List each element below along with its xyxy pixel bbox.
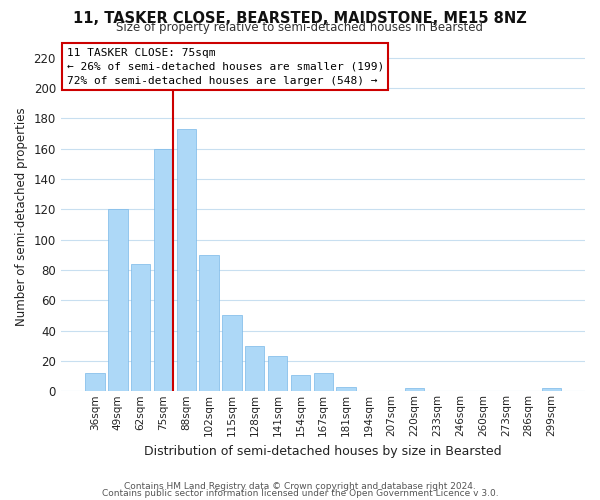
Bar xyxy=(199,255,219,392)
X-axis label: Distribution of semi-detached houses by size in Bearsted: Distribution of semi-detached houses by … xyxy=(145,444,502,458)
Bar xyxy=(85,373,104,392)
Bar xyxy=(268,356,287,392)
Bar xyxy=(245,346,265,392)
Bar xyxy=(108,210,128,392)
Text: 11 TASKER CLOSE: 75sqm
← 26% of semi-detached houses are smaller (199)
72% of se: 11 TASKER CLOSE: 75sqm ← 26% of semi-det… xyxy=(67,48,384,86)
Bar xyxy=(291,374,310,392)
Bar xyxy=(222,316,242,392)
Bar xyxy=(131,264,151,392)
Bar xyxy=(314,373,333,392)
Bar xyxy=(176,129,196,392)
Bar xyxy=(337,386,356,392)
Text: Size of property relative to semi-detached houses in Bearsted: Size of property relative to semi-detach… xyxy=(116,22,484,35)
Text: 11, TASKER CLOSE, BEARSTED, MAIDSTONE, ME15 8NZ: 11, TASKER CLOSE, BEARSTED, MAIDSTONE, M… xyxy=(73,11,527,26)
Bar xyxy=(542,388,561,392)
Y-axis label: Number of semi-detached properties: Number of semi-detached properties xyxy=(15,108,28,326)
Bar xyxy=(154,148,173,392)
Text: Contains public sector information licensed under the Open Government Licence v : Contains public sector information licen… xyxy=(101,489,499,498)
Bar xyxy=(405,388,424,392)
Text: Contains HM Land Registry data © Crown copyright and database right 2024.: Contains HM Land Registry data © Crown c… xyxy=(124,482,476,491)
